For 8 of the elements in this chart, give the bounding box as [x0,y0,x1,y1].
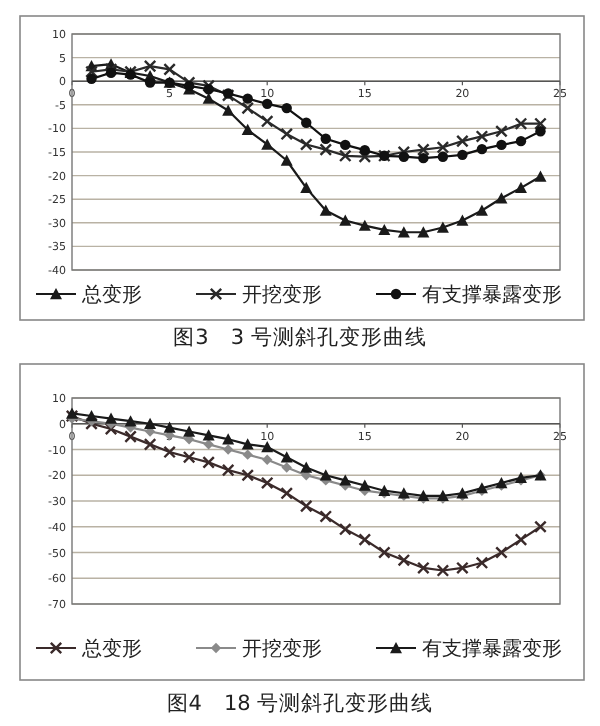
legend-label: 开挖变形 [242,637,322,662]
legend-label: 有支撑暴露变形 [422,283,562,308]
text: 图3 3 号测斜孔变形曲线 [173,324,427,350]
legend-label: 有支撑暴露变形 [422,637,562,662]
legend-label: 总变形 [80,283,142,308]
legend-label: 开挖变形 [242,283,322,308]
text: 图4 18 号测斜孔变形曲线 [166,690,434,716]
legend-label: 总变形 [80,637,142,662]
